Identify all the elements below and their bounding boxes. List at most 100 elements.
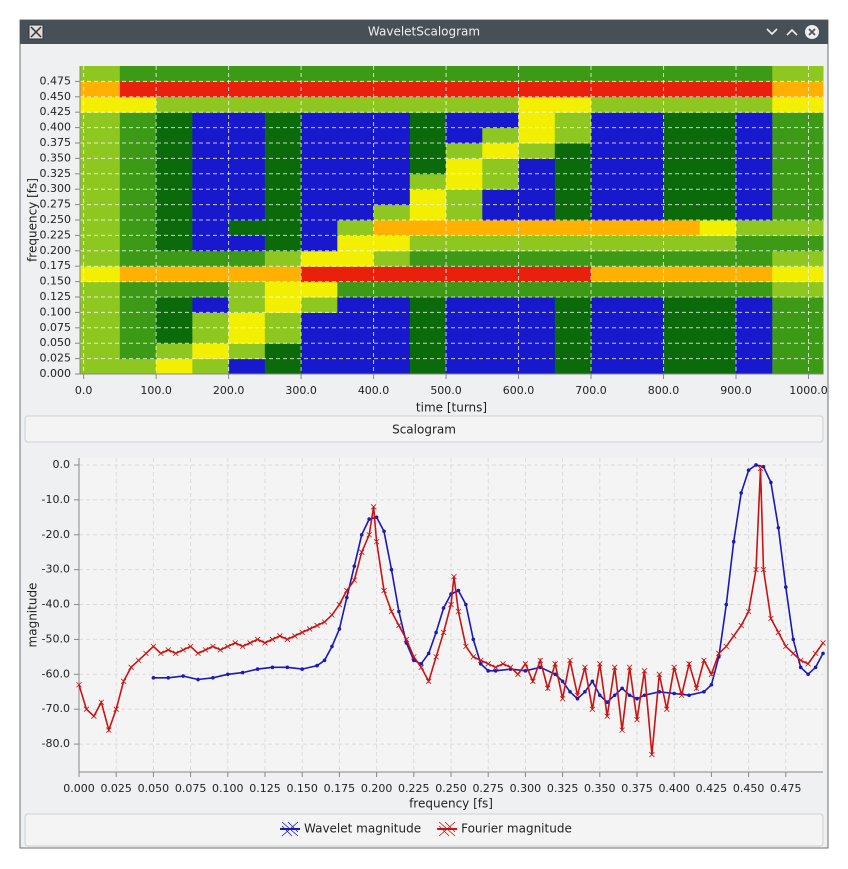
x-tick-label: 0.000: [63, 782, 95, 795]
heatmap-cell: [699, 343, 737, 360]
y-tick-label: 0.200: [40, 244, 72, 257]
heatmap-cell: [736, 220, 773, 236]
heatmap-cell: [772, 235, 824, 252]
heatmap-cell: [228, 81, 266, 98]
heatmap-cell: [699, 112, 737, 129]
heatmap-cell: [156, 297, 193, 313]
heatmap-cell: [192, 358, 230, 375]
heatmap-cell: [663, 281, 701, 298]
heatmap-cell: [264, 66, 302, 82]
data-point: [397, 609, 401, 614]
x-tick-label: 0.025: [100, 782, 132, 795]
maximize-button[interactable]: [786, 28, 798, 36]
heatmap-cell: [627, 66, 665, 82]
heatmap-cell: [228, 235, 266, 252]
data-point: [91, 713, 97, 719]
heatmap-cell: [663, 235, 701, 252]
minimize-button[interactable]: [766, 28, 778, 36]
data-point: [723, 643, 730, 650]
heatmap-cell: [301, 81, 338, 98]
heatmap-cell: [482, 173, 520, 190]
x-tick-label: 0.275: [472, 782, 504, 795]
y-tick-label: 0.175: [40, 259, 72, 272]
heatmap-cell: [554, 112, 592, 129]
x-tick-label: 0.375: [621, 782, 653, 795]
heatmap-cell: [264, 173, 302, 190]
heatmap-cell: [627, 250, 665, 267]
heatmap-cell: [591, 66, 628, 82]
heatmap-cell: [264, 189, 302, 206]
data-point: [739, 491, 743, 495]
x-tick-label: 0.200: [361, 782, 393, 795]
heatmap-cell: [772, 250, 824, 267]
heatmap-cell: [337, 358, 375, 375]
heatmap-cell: [736, 343, 773, 360]
data-point: [389, 567, 394, 572]
heatmap-cell: [627, 158, 665, 175]
heatmap-cell: [699, 204, 737, 221]
data-point: [150, 643, 157, 650]
heatmap-cell: [663, 266, 701, 283]
heatmap-cell: [119, 250, 157, 267]
heatmap-cell: [446, 281, 483, 298]
heatmap-cell: [228, 112, 266, 129]
heatmap-cell: [373, 96, 411, 113]
heatmap-cell: [699, 327, 737, 344]
heatmap-cell: [409, 204, 447, 221]
heatmap-cell: [446, 96, 483, 113]
data-point: [626, 664, 633, 671]
y-tick-label: 0.350: [40, 151, 72, 164]
heatmap-cell: [591, 112, 628, 129]
heatmap-cell: [591, 266, 628, 283]
heatmap-cell: [337, 66, 375, 82]
heatmap-cell: [699, 66, 737, 82]
heatmap-cell: [591, 220, 628, 236]
heatmap-cell: [337, 235, 375, 252]
heatmap-cell: [192, 343, 230, 360]
data-point: [373, 538, 380, 545]
panel-label-box[interactable]: [24, 415, 824, 443]
heatmap-cell: [301, 297, 338, 313]
data-point: [321, 619, 328, 625]
y-tick-label: 0.050: [40, 336, 72, 349]
heatmap-cell: [482, 250, 520, 267]
heatmap-cell: [409, 143, 447, 159]
heatmap-cell: [156, 143, 193, 159]
x-tick-label: 900.0: [720, 384, 752, 397]
heatmap-cell: [482, 220, 520, 236]
heatmap-cell: [264, 297, 302, 313]
heatmap-cell: [699, 266, 737, 283]
charts: 0.000 0.025 0.050 0.075 0.100 0.125 0.150 0.175…: [26, 66, 828, 837]
heatmap-cell: [482, 235, 520, 252]
heatmap-cell: [228, 143, 266, 159]
data-point: [567, 657, 573, 664]
heatmap-cell: [591, 281, 628, 298]
heatmap-cell: [772, 189, 824, 206]
data-point: [434, 630, 438, 635]
heatmap-cell: [482, 66, 520, 82]
data-point: [120, 678, 127, 685]
data-point: [656, 671, 663, 678]
heatmap-cell: [301, 112, 338, 129]
heatmap-cell: [627, 96, 665, 113]
heatmap-cell: [446, 66, 483, 82]
heatmap-cell: [482, 266, 520, 283]
heatmap-cell: [373, 127, 411, 144]
heatmap-cell: [591, 312, 628, 329]
heatmap-cell: [337, 312, 375, 329]
heatmap-cell: [554, 96, 592, 113]
data-point: [403, 636, 410, 643]
heatmap-cell: [228, 220, 266, 236]
heatmap-cell: [772, 173, 824, 190]
data-point: [359, 532, 364, 537]
heatmap-cell: [699, 81, 737, 98]
heatmap-cell: [264, 220, 302, 236]
heatmap-cell: [301, 235, 338, 252]
heatmap-cell: [409, 112, 447, 129]
heatmap-cell: [518, 266, 556, 283]
heatmap-cell: [627, 143, 665, 159]
x-tick-label: 0.075: [175, 782, 207, 795]
data-point: [709, 682, 714, 687]
heatmap-cell: [192, 297, 230, 313]
